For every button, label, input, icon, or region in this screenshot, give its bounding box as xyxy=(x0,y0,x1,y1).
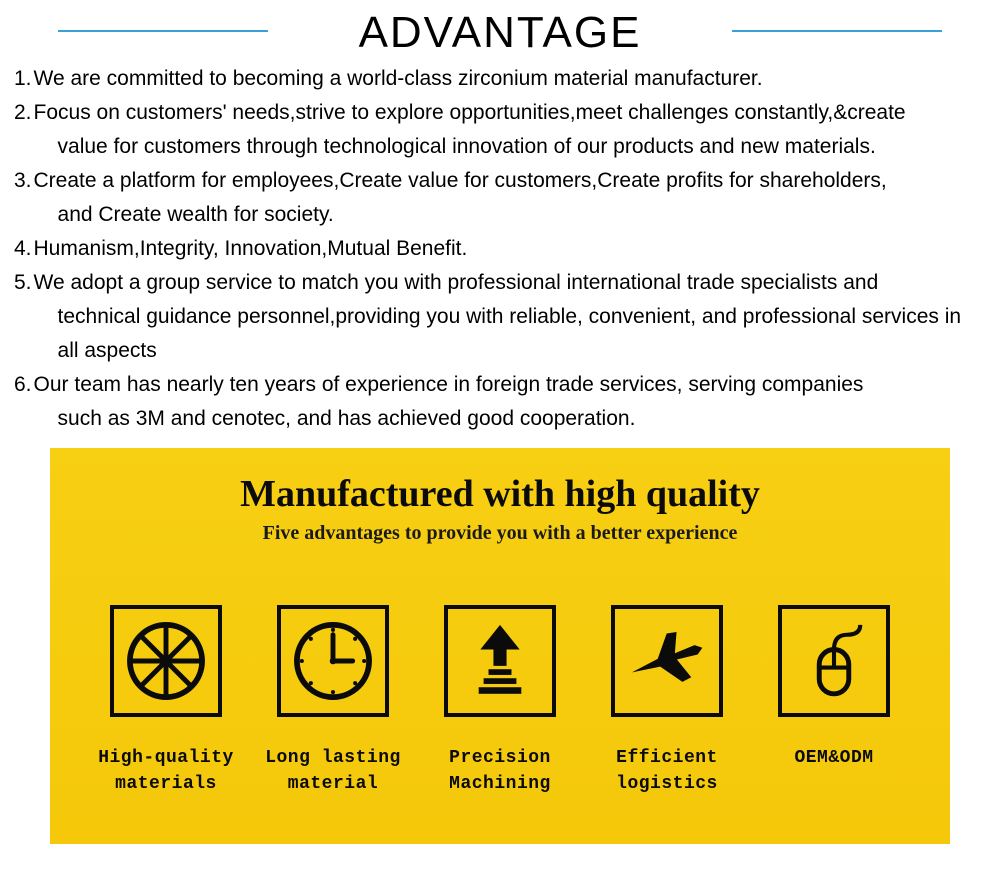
wheel-icon xyxy=(110,605,222,717)
mouse-icon xyxy=(778,605,890,717)
page-title: ADVANTAGE xyxy=(359,8,642,58)
item-number: 3. xyxy=(14,164,34,232)
feature-label: Precision Machining xyxy=(449,745,551,797)
item-number: 2. xyxy=(14,96,34,164)
list-item: 6. Our team has nearly ten years of expe… xyxy=(14,368,986,436)
list-item: 5. We adopt a group service to match you… xyxy=(14,266,986,368)
arrow-up-icon xyxy=(444,605,556,717)
list-item: 2. Focus on customers' needs,strive to e… xyxy=(14,96,986,164)
clock-icon xyxy=(277,605,389,717)
list-item: 4. Humanism,Integrity, Innovation,Mutual… xyxy=(14,232,986,266)
item-number: 1. xyxy=(14,62,34,96)
feature-label: Efficient logistics xyxy=(616,745,718,797)
feature-cell: Efficient logistics xyxy=(601,605,733,797)
item-text: We adopt a group service to match you wi… xyxy=(34,266,986,368)
item-text: Our team has nearly ten years of experie… xyxy=(34,368,864,436)
item-text: Focus on customers' needs,strive to expl… xyxy=(34,96,906,164)
feature-cell: Precision Machining xyxy=(434,605,566,797)
item-number: 4. xyxy=(14,232,34,266)
divider-left xyxy=(58,30,268,32)
feature-cell: High-quality materials xyxy=(100,605,232,797)
feature-label: Long lasting material xyxy=(265,745,401,797)
plane-icon xyxy=(611,605,723,717)
item-text: Humanism,Integrity, Innovation,Mutual Be… xyxy=(34,232,468,266)
item-text: We are committed to becoming a world-cla… xyxy=(34,62,763,96)
list-item: 1. We are committed to becoming a world-… xyxy=(14,62,986,96)
list-item: 3. Create a platform for employees,Creat… xyxy=(14,164,986,232)
banner-subtitle: Five advantages to provide you with a be… xyxy=(70,522,930,545)
feature-label: High-quality materials xyxy=(98,745,234,797)
icon-row: High-quality materials xyxy=(100,605,900,797)
feature-cell: Long lasting material xyxy=(267,605,399,797)
item-number: 5. xyxy=(14,266,34,368)
advantage-list: 1. We are committed to becoming a world-… xyxy=(0,62,1000,442)
quality-banner: Manufactured with high quality Five adva… xyxy=(50,448,950,844)
item-number: 6. xyxy=(14,368,34,436)
feature-cell: OEM&ODM xyxy=(768,605,900,797)
feature-label: OEM&ODM xyxy=(794,745,873,771)
divider-right xyxy=(732,30,942,32)
page-header: ADVANTAGE xyxy=(0,0,1000,62)
banner-title: Manufactured with high quality xyxy=(70,472,930,516)
item-text: Create a platform for employees,Create v… xyxy=(34,164,887,232)
